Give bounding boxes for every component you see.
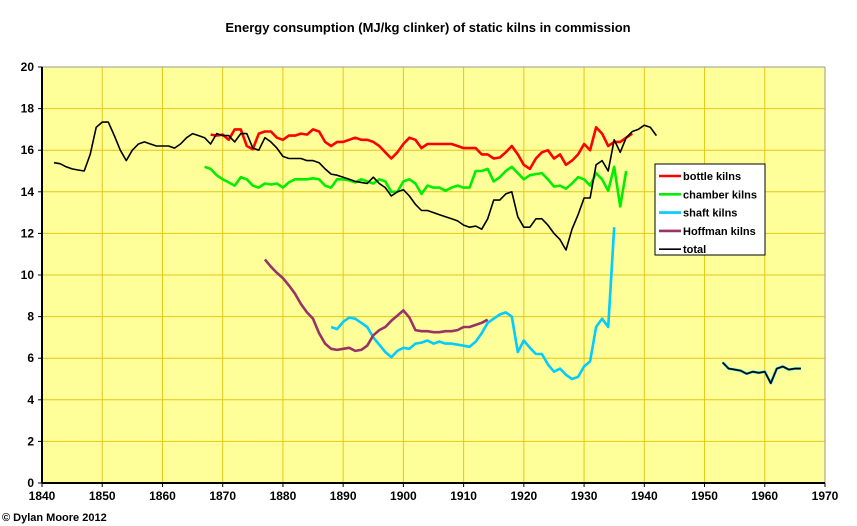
chart-title: Energy consumption (MJ/kg clinker) of st… (225, 20, 630, 35)
series-line-chamber-kilns (204, 165, 628, 208)
legend-label: Hoffman kilns (683, 226, 756, 238)
y-tick-label: 8 (27, 310, 34, 324)
series-line-hoffman-kilns (263, 258, 489, 353)
x-tick-label: 1890 (330, 489, 357, 503)
x-tick-label: 1860 (149, 489, 176, 503)
x-tick-label: 1940 (631, 489, 658, 503)
x-tick-label: 1900 (390, 489, 417, 503)
axes: 0 2 4 6 8 10 12 14 16 18 20 1840 1850 1860 1870 1880 189… (21, 60, 839, 503)
x-tick-label: 1870 (209, 489, 236, 503)
x-tick-label: 1950 (691, 489, 718, 503)
series-line-bottle-kilns (210, 126, 634, 171)
legend-label: shaft kilns (683, 208, 737, 220)
x-tick-label: 1970 (812, 489, 839, 503)
y-tick-label: 16 (21, 143, 35, 157)
series-line-total (722, 361, 801, 385)
y-tick-label: 12 (21, 226, 35, 240)
x-tick-label: 1960 (751, 489, 778, 503)
x-tick-label: 1850 (89, 489, 116, 503)
legend-label: chamber kilns (683, 189, 757, 201)
x-tick-label: 1910 (450, 489, 477, 503)
series-line-shaft-kilns (330, 227, 616, 381)
y-tick-label: 20 (21, 60, 35, 74)
x-tick-label: 1920 (510, 489, 537, 503)
x-tick-label: 1880 (270, 489, 297, 503)
series-line-total (53, 121, 658, 251)
legend-label: total (683, 244, 706, 256)
legend-box (654, 163, 766, 256)
series-lines (53, 121, 801, 385)
y-tick-label: 14 (21, 185, 35, 199)
copyright: © Dylan Moore 2012 (2, 512, 107, 524)
y-tick-label: 0 (27, 476, 34, 490)
y-tick-label: 10 (21, 268, 35, 282)
y-tick-label: 2 (27, 434, 34, 448)
y-tick-label: 18 (21, 102, 35, 116)
legend-label: bottle kilns (683, 171, 741, 183)
x-tick-label: 1930 (571, 489, 598, 503)
legend: bottle kilns chamber kilns shaft kilns Hoff… (654, 163, 766, 256)
x-tick-label: 1840 (29, 489, 56, 503)
y-tick-label: 6 (27, 351, 34, 365)
y-tick-label: 4 (27, 393, 34, 407)
